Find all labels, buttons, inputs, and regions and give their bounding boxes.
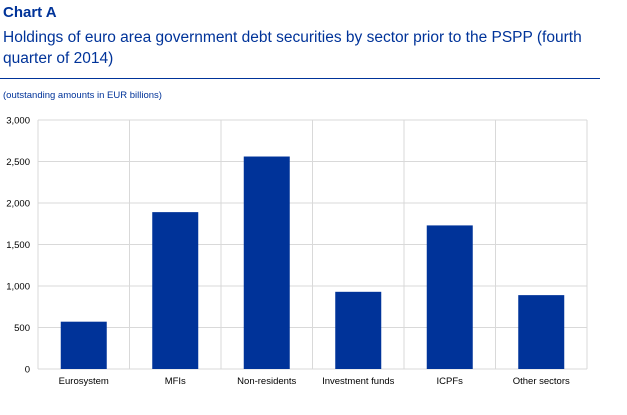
x-tick-label: ICPFs <box>437 376 464 387</box>
bar <box>60 321 107 369</box>
x-tick-label: Other sectors <box>513 376 570 387</box>
title-divider <box>0 78 600 79</box>
y-tick-label: 500 <box>14 323 30 334</box>
y-axis-ticks: 0 500 1,000 1,500 2,000 2,500 3,000 <box>6 116 30 376</box>
x-tick-label: Investment funds <box>322 376 395 387</box>
bar-layer <box>60 156 565 369</box>
y-tick-label: 2,000 <box>6 199 30 210</box>
grid-layer <box>37 119 588 370</box>
y-tick-label: 1,000 <box>6 282 30 293</box>
chart-label: Chart A <box>3 4 57 21</box>
x-tick-label: MFIs <box>165 376 186 387</box>
chart-subtitle: (outstanding amounts in EUR billions) <box>3 90 162 101</box>
bar <box>243 156 290 369</box>
chart-title: Holdings of euro area government debt se… <box>3 29 582 67</box>
y-tick-label: 1,500 <box>6 240 30 251</box>
x-tick-label: Eurosystem <box>59 376 109 387</box>
x-axis-ticks: Eurosystem MFIs Non-residents Investment fu… <box>59 376 570 387</box>
bar <box>518 295 565 369</box>
bar <box>152 212 199 369</box>
y-tick-label: 0 <box>25 365 30 376</box>
y-tick-label: 3,000 <box>6 116 30 127</box>
bar <box>426 225 473 369</box>
bar <box>335 291 382 369</box>
y-tick-label: 2,500 <box>6 157 30 168</box>
x-tick-label: Non-residents <box>237 376 296 387</box>
